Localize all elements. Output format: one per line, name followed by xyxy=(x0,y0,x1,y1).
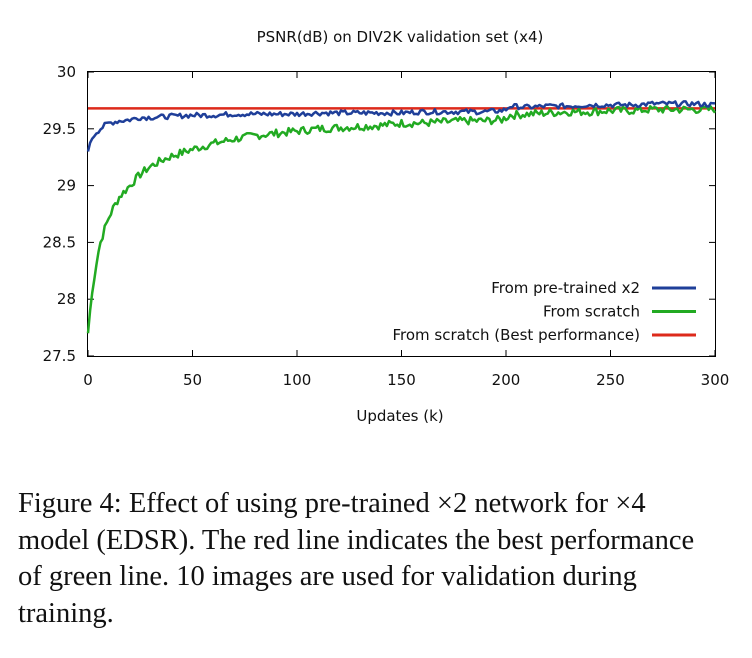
y-tick-label: 29.5 xyxy=(43,120,76,138)
figure-chart: PSNR(dB) on DIV2K validation set (x4) 0 5… xyxy=(43,28,730,425)
caption-line: training. xyxy=(18,597,114,629)
legend-label: From scratch (Best performance) xyxy=(392,326,640,344)
legend-label: From scratch xyxy=(543,303,640,321)
x-tick-label: 300 xyxy=(701,371,730,389)
chart-title: PSNR(dB) on DIV2K validation set (x4) xyxy=(257,28,544,46)
series-line-from-scratch xyxy=(86,104,716,334)
x-tick-label: 100 xyxy=(283,371,312,389)
x-tick-label: 250 xyxy=(596,371,625,389)
x-axis-label: Updates (k) xyxy=(356,407,443,425)
y-tick-label: 28 xyxy=(57,290,76,308)
series-line-from-pre-trained-x2 xyxy=(86,100,716,152)
x-tick-label: 150 xyxy=(387,371,416,389)
y-tick-label: 30 xyxy=(57,63,76,81)
psnr-line-chart: PSNR(dB) on DIV2K validation set (x4) 0 5… xyxy=(43,28,730,425)
caption-line: of green line. 10 images are used for va… xyxy=(18,561,637,592)
figure-caption: Figure 4: Effect of using pre-trained ×2… xyxy=(18,486,742,632)
y-tick-label: 29 xyxy=(57,177,76,195)
axis-ticks: 0 50 100 150 200 250 300 27.5 28 28.5 29 29.5 30 xyxy=(43,63,730,389)
y-tick-label: 27.5 xyxy=(43,347,76,365)
caption-line: model (EDSR). The red line indicates the… xyxy=(18,524,695,556)
x-tick-label: 0 xyxy=(83,371,93,389)
series-lines xyxy=(86,100,716,334)
legend: From pre-trained x2 From scratch From scra… xyxy=(392,279,696,344)
plot-frame xyxy=(87,71,716,357)
legend-label: From pre-trained x2 xyxy=(491,279,640,297)
x-tick-label: 50 xyxy=(183,371,202,389)
caption-line: Figure 4: Effect of using pre-trained ×2… xyxy=(18,488,646,519)
y-tick-label: 28.5 xyxy=(43,233,76,251)
x-tick-label: 200 xyxy=(492,371,521,389)
